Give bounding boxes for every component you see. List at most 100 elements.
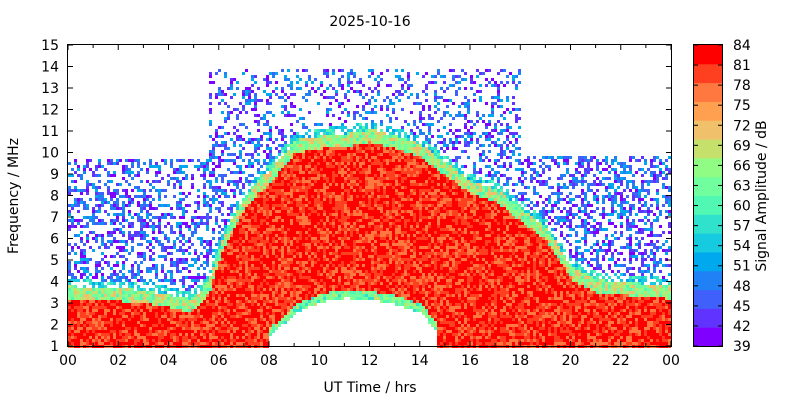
heatmap-cell xyxy=(275,174,278,177)
heatmap-cell xyxy=(296,183,299,186)
heatmap-cell xyxy=(350,222,353,225)
heatmap-cell xyxy=(329,219,332,222)
heatmap-cell xyxy=(191,177,194,180)
heatmap-cell xyxy=(173,330,176,333)
heatmap-cell xyxy=(233,270,236,273)
heatmap-cell xyxy=(314,195,317,198)
heatmap-cell xyxy=(275,288,278,291)
heatmap-cell xyxy=(284,300,287,303)
heatmap-cell xyxy=(233,309,236,312)
heatmap-cell xyxy=(305,177,308,180)
heatmap-cell xyxy=(242,279,245,282)
heatmap-cell xyxy=(281,132,284,135)
heatmap-cell xyxy=(344,234,347,237)
heatmap-cell xyxy=(224,240,227,243)
heatmap-cell xyxy=(263,204,266,207)
heatmap-cell xyxy=(332,231,335,234)
heatmap-cell xyxy=(137,255,140,258)
heatmap-cell xyxy=(101,318,104,321)
heatmap-cell xyxy=(245,165,248,168)
heatmap-cell xyxy=(215,318,218,321)
heatmap-cell xyxy=(269,318,272,321)
heatmap-cell xyxy=(257,225,260,228)
heatmap-cell xyxy=(251,204,254,207)
heatmap-cell xyxy=(155,297,158,300)
heatmap-cell xyxy=(293,285,296,288)
heatmap-cell xyxy=(239,309,242,312)
heatmap-cell xyxy=(272,309,275,312)
heatmap-cell xyxy=(242,339,245,342)
heatmap-cell xyxy=(356,150,359,153)
heatmap-cell xyxy=(242,198,245,201)
heatmap-cell xyxy=(356,288,359,291)
heatmap-cell xyxy=(251,288,254,291)
heatmap-cell xyxy=(290,285,293,288)
heatmap-cell xyxy=(296,174,299,177)
heatmap-cell xyxy=(329,132,332,135)
heatmap-cell xyxy=(305,93,308,96)
heatmap-cell xyxy=(323,174,326,177)
heatmap-cell xyxy=(359,192,362,195)
heatmap-cell xyxy=(287,144,290,147)
heatmap-cell xyxy=(293,216,296,219)
heatmap-cell xyxy=(320,180,323,183)
heatmap-cell xyxy=(245,273,248,276)
heatmap-cell xyxy=(209,171,212,174)
heatmap-cell xyxy=(185,165,188,168)
heatmap-cell xyxy=(92,219,95,222)
heatmap-cell xyxy=(311,213,314,216)
heatmap-cell xyxy=(89,333,92,336)
heatmap-cell xyxy=(305,282,308,285)
heatmap-cell xyxy=(353,258,356,261)
heatmap-cell xyxy=(245,198,248,201)
heatmap-cell xyxy=(227,297,230,300)
heatmap-cell xyxy=(146,306,149,309)
heatmap-cell xyxy=(323,129,326,132)
heatmap-cell xyxy=(224,309,227,312)
heatmap-cell xyxy=(155,336,158,339)
heatmap-cell xyxy=(206,342,209,345)
heatmap-cell xyxy=(236,108,239,111)
heatmap-cell xyxy=(206,288,209,291)
heatmap-cell xyxy=(278,288,281,291)
heatmap-cell xyxy=(98,336,101,339)
heatmap-cell xyxy=(92,231,95,234)
heatmap-cell xyxy=(248,336,251,339)
heatmap-cell xyxy=(170,339,173,342)
heatmap-cell xyxy=(263,312,266,315)
heatmap-cell xyxy=(275,276,278,279)
heatmap-cell xyxy=(170,279,173,282)
heatmap-cell xyxy=(224,327,227,330)
heatmap-cell xyxy=(200,315,203,318)
heatmap-cell xyxy=(314,207,317,210)
heatmap-cell xyxy=(128,324,131,327)
heatmap-cell xyxy=(266,294,269,297)
heatmap-cell xyxy=(341,261,344,264)
heatmap-cell xyxy=(290,87,293,90)
heatmap-cell xyxy=(242,237,245,240)
heatmap-cell xyxy=(209,279,212,282)
heatmap-cell xyxy=(320,162,323,165)
heatmap-cell xyxy=(107,174,110,177)
heatmap-cell xyxy=(329,264,332,267)
heatmap-cell xyxy=(74,333,77,336)
heatmap-cell xyxy=(98,174,101,177)
heatmap-cell xyxy=(155,294,158,297)
heatmap-cell xyxy=(290,231,293,234)
heatmap-cell xyxy=(257,153,260,156)
heatmap-cell xyxy=(302,171,305,174)
heatmap-cell xyxy=(344,243,347,246)
heatmap-cell xyxy=(284,222,287,225)
heatmap-cell xyxy=(266,183,269,186)
heatmap-cell xyxy=(164,309,167,312)
heatmap-cell xyxy=(329,297,332,300)
heatmap-cell xyxy=(200,318,203,321)
heatmap-cell xyxy=(92,174,95,177)
heatmap-cell xyxy=(317,231,320,234)
heatmap-cell xyxy=(287,69,290,72)
heatmap-cell xyxy=(332,288,335,291)
heatmap-cell xyxy=(104,306,107,309)
heatmap-cell xyxy=(203,336,206,339)
heatmap-cell xyxy=(323,204,326,207)
heatmap-cell xyxy=(167,246,170,249)
